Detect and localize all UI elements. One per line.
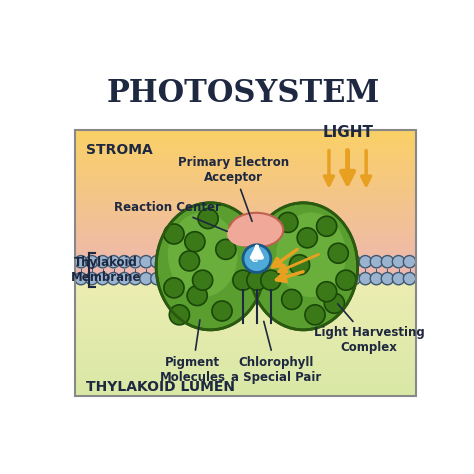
- Circle shape: [381, 255, 394, 268]
- Circle shape: [326, 273, 338, 285]
- Circle shape: [315, 255, 328, 268]
- Circle shape: [337, 273, 349, 285]
- Circle shape: [216, 239, 236, 259]
- Ellipse shape: [248, 217, 279, 238]
- Circle shape: [243, 245, 271, 273]
- Circle shape: [317, 282, 337, 302]
- Circle shape: [107, 273, 120, 285]
- Circle shape: [403, 273, 416, 285]
- Circle shape: [328, 243, 348, 263]
- Circle shape: [326, 255, 338, 268]
- Circle shape: [118, 255, 130, 268]
- Text: e⁻: e⁻: [250, 255, 264, 264]
- Circle shape: [392, 273, 405, 285]
- Circle shape: [151, 273, 163, 285]
- Circle shape: [179, 251, 200, 271]
- Circle shape: [140, 255, 152, 268]
- Circle shape: [129, 273, 141, 285]
- Circle shape: [151, 255, 163, 268]
- Circle shape: [381, 273, 394, 285]
- Text: Thylakoid
Membrane: Thylakoid Membrane: [71, 256, 141, 284]
- Circle shape: [261, 270, 281, 290]
- Text: STROMA: STROMA: [86, 143, 153, 157]
- Text: Reaction Center: Reaction Center: [114, 201, 227, 231]
- Text: Light Harvesting
Complex: Light Harvesting Complex: [314, 304, 425, 355]
- Circle shape: [359, 273, 372, 285]
- Circle shape: [140, 273, 152, 285]
- Circle shape: [305, 305, 325, 325]
- Circle shape: [348, 255, 361, 268]
- Circle shape: [233, 270, 253, 290]
- Ellipse shape: [218, 239, 296, 301]
- Circle shape: [317, 216, 337, 237]
- Circle shape: [96, 255, 109, 268]
- Circle shape: [370, 273, 383, 285]
- Text: LIGHT: LIGHT: [323, 125, 374, 140]
- Circle shape: [162, 273, 174, 285]
- Circle shape: [164, 278, 184, 298]
- Circle shape: [118, 273, 130, 285]
- Text: Chlorophyll
a Special Pair: Chlorophyll a Special Pair: [231, 321, 321, 383]
- Circle shape: [187, 285, 207, 306]
- Circle shape: [336, 270, 356, 290]
- Circle shape: [278, 212, 298, 232]
- Ellipse shape: [227, 222, 262, 246]
- Circle shape: [129, 255, 141, 268]
- Circle shape: [315, 273, 328, 285]
- Circle shape: [192, 270, 213, 290]
- Circle shape: [348, 273, 361, 285]
- Text: Pigment
Molecules: Pigment Molecules: [160, 320, 226, 383]
- Circle shape: [247, 270, 267, 290]
- Circle shape: [403, 255, 416, 268]
- Circle shape: [86, 255, 98, 268]
- Circle shape: [324, 293, 345, 313]
- Circle shape: [198, 209, 218, 228]
- Circle shape: [169, 305, 190, 325]
- Circle shape: [164, 224, 184, 244]
- Ellipse shape: [156, 203, 264, 330]
- Circle shape: [337, 255, 349, 268]
- Circle shape: [185, 232, 205, 252]
- Circle shape: [297, 228, 317, 248]
- Ellipse shape: [229, 213, 283, 247]
- Ellipse shape: [168, 212, 237, 297]
- Circle shape: [107, 255, 120, 268]
- Circle shape: [86, 273, 98, 285]
- Text: Primary Electron
Acceptor: Primary Electron Acceptor: [178, 156, 289, 221]
- Ellipse shape: [249, 203, 357, 330]
- Circle shape: [370, 255, 383, 268]
- Text: PHOTOSYSTEM: PHOTOSYSTEM: [106, 78, 380, 109]
- Circle shape: [75, 273, 87, 285]
- Circle shape: [290, 255, 310, 275]
- Circle shape: [75, 255, 87, 268]
- Circle shape: [162, 255, 174, 268]
- Circle shape: [359, 255, 372, 268]
- Circle shape: [282, 290, 302, 310]
- Text: THYLAKOID LUMEN: THYLAKOID LUMEN: [86, 380, 236, 394]
- Ellipse shape: [276, 212, 346, 297]
- Circle shape: [96, 273, 109, 285]
- Circle shape: [392, 255, 405, 268]
- Circle shape: [212, 301, 232, 321]
- Bar: [75, 130, 416, 396]
